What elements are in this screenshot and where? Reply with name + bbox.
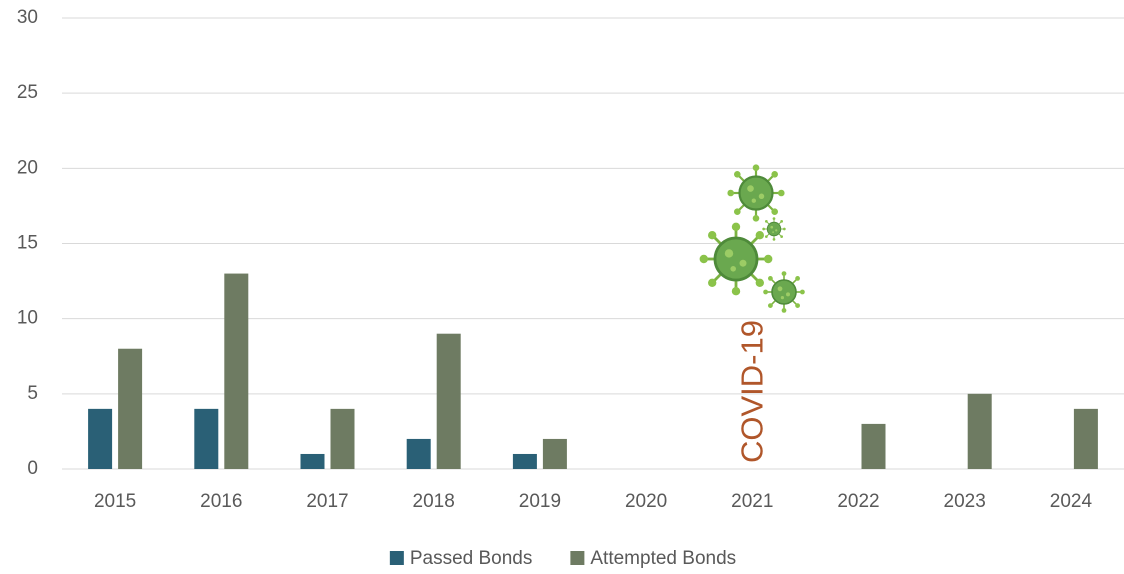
x-tick-label: 2019 xyxy=(519,491,561,512)
x-tick-label: 2020 xyxy=(625,491,667,512)
y-tick-label: 25 xyxy=(17,82,38,103)
virus-icon xyxy=(727,164,784,221)
virus-icon xyxy=(700,223,773,296)
x-tick-label: 2024 xyxy=(1050,491,1093,512)
x-tick-label: 2015 xyxy=(94,491,136,512)
bar xyxy=(194,409,218,469)
y-tick-label: 5 xyxy=(27,383,38,404)
legend-swatch xyxy=(390,551,404,565)
annotation: COVID-19 xyxy=(734,320,769,463)
bar xyxy=(331,409,355,469)
y-tick-label: 30 xyxy=(17,7,38,28)
chart: 0 5 10 15 20 25 30 2015 2016 2017 2018 2019 2020 2021… xyxy=(0,0,1124,574)
x-tick-label: 2023 xyxy=(944,491,986,512)
x-tick-label: 2021 xyxy=(731,491,773,512)
virus-icon xyxy=(763,271,805,313)
legend-label: Passed Bonds xyxy=(410,548,533,569)
bar xyxy=(862,424,886,469)
y-tick-label: 15 xyxy=(17,233,38,254)
y-tick-label: 20 xyxy=(17,157,38,178)
bar xyxy=(224,274,248,469)
y-tick-label: 10 xyxy=(17,308,38,329)
bar xyxy=(1074,409,1098,469)
bar xyxy=(88,409,112,469)
legend-label: Attempted Bonds xyxy=(590,548,736,569)
x-tick-label: 2022 xyxy=(837,491,879,512)
bar xyxy=(437,334,461,469)
legend: Passed Bonds Attempted Bonds xyxy=(390,548,736,569)
x-tick-label: 2018 xyxy=(413,491,455,512)
x-tick-label: 2016 xyxy=(200,491,242,512)
bar xyxy=(301,454,325,469)
bar xyxy=(543,439,567,469)
virus-icon xyxy=(762,217,785,240)
y-tick-label: 0 xyxy=(27,458,38,479)
bar xyxy=(513,454,537,469)
bar xyxy=(118,349,142,469)
legend-swatch xyxy=(570,551,584,565)
bar xyxy=(407,439,431,469)
bar xyxy=(968,394,992,469)
x-tick-label: 2017 xyxy=(306,491,348,512)
